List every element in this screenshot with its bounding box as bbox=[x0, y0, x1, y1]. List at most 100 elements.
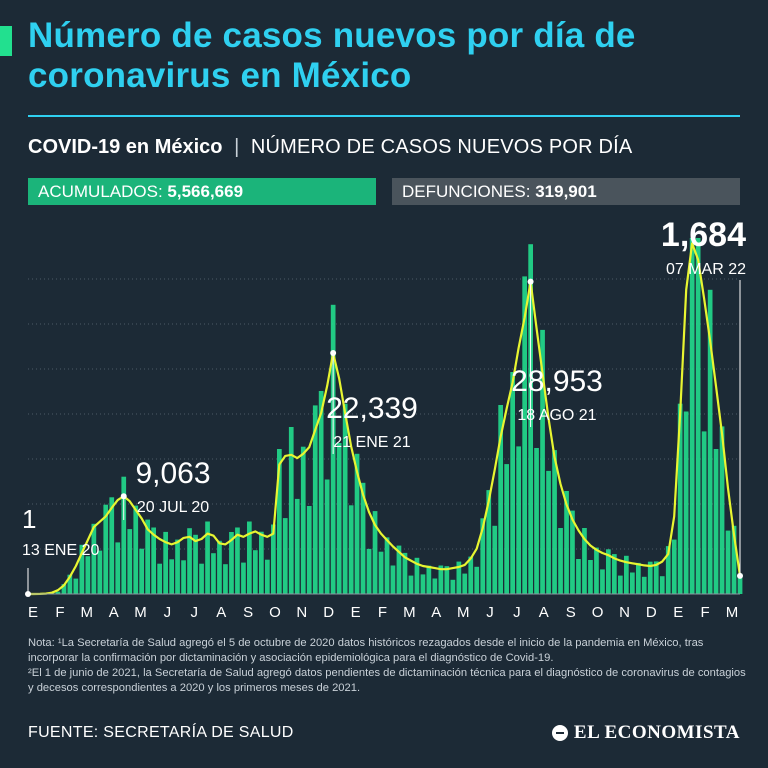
bar bbox=[235, 527, 240, 594]
bar bbox=[456, 561, 462, 594]
annotation-value: 1,684 bbox=[661, 216, 746, 254]
bar bbox=[396, 545, 402, 594]
bar bbox=[67, 574, 73, 594]
annotation-date: 20 JUL 20 bbox=[137, 499, 209, 516]
bar bbox=[85, 556, 91, 594]
bar bbox=[139, 548, 144, 594]
x-tick-label: N bbox=[619, 604, 630, 621]
subtitle-separator: | bbox=[234, 136, 240, 158]
bar bbox=[187, 528, 192, 594]
brand-name: EL ECONOMISTA bbox=[573, 722, 740, 743]
title-accent-mark bbox=[0, 26, 12, 56]
bar bbox=[271, 524, 276, 594]
bar bbox=[534, 448, 539, 594]
bar bbox=[342, 403, 348, 594]
bar bbox=[282, 518, 288, 594]
bar bbox=[522, 276, 527, 594]
bar bbox=[277, 449, 282, 594]
x-tick-label: S bbox=[243, 604, 253, 621]
bar bbox=[223, 564, 228, 594]
x-tick-label: F bbox=[701, 604, 710, 621]
footnote-1: Nota: ¹La Secretaría de Salud agregó el … bbox=[28, 637, 704, 664]
annotation-dot bbox=[737, 572, 743, 579]
bar bbox=[546, 470, 551, 594]
x-tick-label: F bbox=[378, 604, 387, 621]
bar bbox=[103, 504, 109, 594]
bar bbox=[624, 555, 629, 594]
annotation-dot bbox=[330, 350, 337, 357]
bar bbox=[360, 482, 366, 594]
annotation-value: 9,063 bbox=[135, 457, 210, 490]
bar bbox=[701, 431, 707, 594]
bar bbox=[570, 510, 575, 594]
acumulados-label: ACUMULADOS: bbox=[38, 182, 163, 201]
bar bbox=[665, 546, 671, 594]
footnote-2: ²El 1 de junio de 2021, la Secretaría de… bbox=[28, 667, 746, 694]
source-credit: FUENTE: SECRETARÍA DE SALUD bbox=[28, 724, 294, 741]
bar bbox=[707, 289, 713, 594]
bar bbox=[420, 574, 426, 594]
bar bbox=[157, 563, 162, 594]
bar bbox=[109, 497, 115, 594]
bar bbox=[408, 575, 414, 594]
bar bbox=[653, 561, 659, 594]
x-tick-label: M bbox=[81, 604, 94, 621]
bar bbox=[306, 506, 312, 594]
x-tick-label: S bbox=[566, 604, 576, 621]
bar bbox=[432, 578, 438, 594]
bar bbox=[121, 476, 127, 594]
bar bbox=[211, 553, 216, 594]
bar bbox=[241, 562, 246, 594]
bar bbox=[336, 443, 342, 594]
x-tick-label: M bbox=[134, 604, 147, 621]
annotation-dot bbox=[527, 278, 534, 285]
bar bbox=[366, 548, 372, 594]
bar bbox=[372, 511, 378, 594]
bar bbox=[468, 556, 474, 594]
bar bbox=[636, 562, 641, 594]
subtitle-measure: NÚMERO DE CASOS NUEVOS POR DÍA bbox=[250, 136, 633, 158]
bar bbox=[318, 391, 324, 594]
bar bbox=[175, 539, 180, 594]
bar bbox=[641, 576, 647, 594]
chart-subtitle: COVID-19 en México | NÚMERO DE CASOS NUE… bbox=[28, 136, 632, 159]
bar bbox=[504, 464, 509, 594]
bar bbox=[151, 527, 156, 594]
annotation-date: 07 MAR 22 bbox=[666, 261, 746, 278]
x-tick-label: O bbox=[269, 604, 281, 621]
bar bbox=[438, 565, 444, 594]
bar bbox=[594, 547, 599, 594]
bar bbox=[564, 491, 569, 594]
bar bbox=[97, 550, 103, 594]
x-tick-label: J bbox=[513, 604, 521, 621]
bar bbox=[414, 557, 420, 594]
bar bbox=[181, 560, 186, 594]
bar bbox=[324, 479, 330, 594]
bar bbox=[576, 559, 581, 594]
bar bbox=[294, 498, 300, 594]
bar bbox=[737, 573, 743, 594]
x-tick-label: M bbox=[457, 604, 470, 621]
bar bbox=[199, 563, 204, 594]
x-tick-label: E bbox=[28, 604, 38, 621]
bar bbox=[647, 561, 653, 594]
bar bbox=[354, 453, 360, 594]
brand-icon bbox=[551, 725, 568, 741]
bar bbox=[91, 523, 97, 594]
bar bbox=[169, 559, 174, 594]
bar bbox=[516, 446, 521, 594]
annotation-value: 22,339 bbox=[326, 392, 418, 425]
bar bbox=[348, 505, 354, 594]
x-tick-label: A bbox=[216, 604, 226, 621]
bar bbox=[510, 372, 515, 594]
bar bbox=[558, 528, 563, 594]
acumulados-value: 5,566,669 bbox=[167, 182, 244, 201]
bar bbox=[486, 490, 492, 594]
bar bbox=[582, 528, 587, 594]
bar bbox=[600, 569, 605, 594]
bar bbox=[713, 449, 719, 594]
bar bbox=[552, 450, 557, 594]
x-tick-label: D bbox=[323, 604, 334, 621]
bar bbox=[612, 554, 617, 594]
x-tick-label: J bbox=[191, 604, 199, 621]
